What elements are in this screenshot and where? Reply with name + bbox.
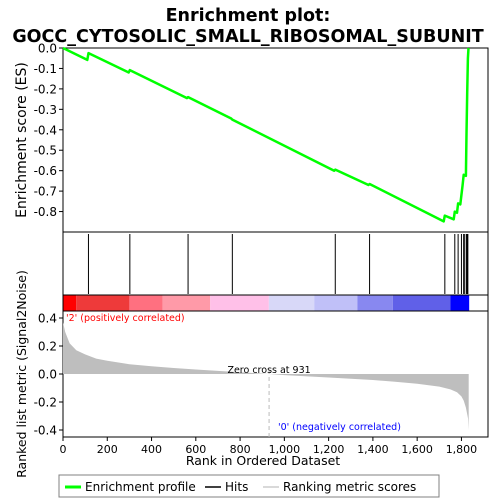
metric-y-tick-label: 0.2	[38, 340, 57, 354]
positive-correlated-label: '2' (positively correlated)	[66, 313, 185, 324]
rank-bar-segment	[210, 295, 269, 311]
es-y-tick-label: -0.2	[34, 82, 57, 96]
es-panel: 0.0 -0.1 -0.2 -0.3 -0.4 -0.5 -0.6 -0.7 -0.8 Enri…	[14, 42, 488, 233]
rank-bar-segment	[129, 295, 162, 311]
legend: Enrichment profile Hits Ranking metric s…	[59, 475, 439, 497]
rank-bar-segment	[63, 295, 76, 311]
rank-color-bar	[63, 295, 488, 311]
x-tick-label: 1,800	[446, 443, 478, 456]
es-y-tick-label: -0.6	[34, 164, 57, 178]
es-y-tick-label: -0.1	[34, 62, 57, 76]
hits-panel-frame	[63, 232, 488, 295]
x-tick-label: 1,400	[357, 443, 389, 456]
metric-y-axis: 0.4 0.2 0.0 -0.2 -0.4	[34, 312, 63, 438]
metric-y-tick-label: 0.4	[38, 312, 57, 326]
x-tick-label: 400	[141, 443, 162, 456]
rank-bar-segment	[314, 295, 357, 311]
x-tick-label: 0	[60, 443, 67, 456]
es-y-tick-label: -0.4	[34, 123, 57, 137]
rank-bar-segment	[357, 295, 392, 311]
rank-bar-segment	[450, 295, 469, 311]
x-tick-label: 200	[97, 443, 118, 456]
legend-label-enrichment: Enrichment profile	[85, 480, 196, 494]
metric-y-tick-label: -0.4	[34, 424, 57, 438]
es-y-axis: 0.0 -0.1 -0.2 -0.3 -0.4 -0.5 -0.6 -0.7 -0.8	[34, 42, 63, 220]
chart-title: Enrichment plot:	[166, 6, 331, 26]
legend-label-metric: Ranking metric scores	[283, 480, 416, 494]
metric-y-tick-label: -0.2	[34, 396, 57, 410]
rank-bar-segment	[393, 295, 451, 311]
negative-correlated-label: '0' (negatively correlated)	[278, 422, 401, 433]
legend-label-hits: Hits	[225, 480, 248, 494]
es-y-tick-label: -0.8	[34, 205, 57, 219]
chart-subtitle: GOCC_CYTOSOLIC_SMALL_RIBOSOMAL_SUBUNIT	[12, 27, 483, 47]
rank-bar-segment	[269, 295, 314, 311]
es-y-tick-label: -0.5	[34, 144, 57, 158]
rank-bar-segment	[76, 295, 129, 311]
zero-cross-label: Zero cross at 931	[227, 365, 310, 376]
es-y-tick-label: -0.7	[34, 185, 57, 199]
rank-bar-segment	[163, 295, 211, 311]
es-y-tick-label: 0.0	[38, 42, 57, 56]
es-y-tick-label: -0.3	[34, 103, 57, 117]
metric-y-axis-label: Ranked list metric (Signal2Noise)	[14, 270, 29, 478]
hits-panel	[63, 232, 488, 295]
x-tick-label: 1,600	[401, 443, 433, 456]
x-axis-label: Rank in Ordered Dataset	[186, 453, 340, 468]
metric-y-tick-label: 0.0	[38, 368, 57, 382]
es-y-axis-label: Enrichment score (ES)	[14, 62, 30, 218]
